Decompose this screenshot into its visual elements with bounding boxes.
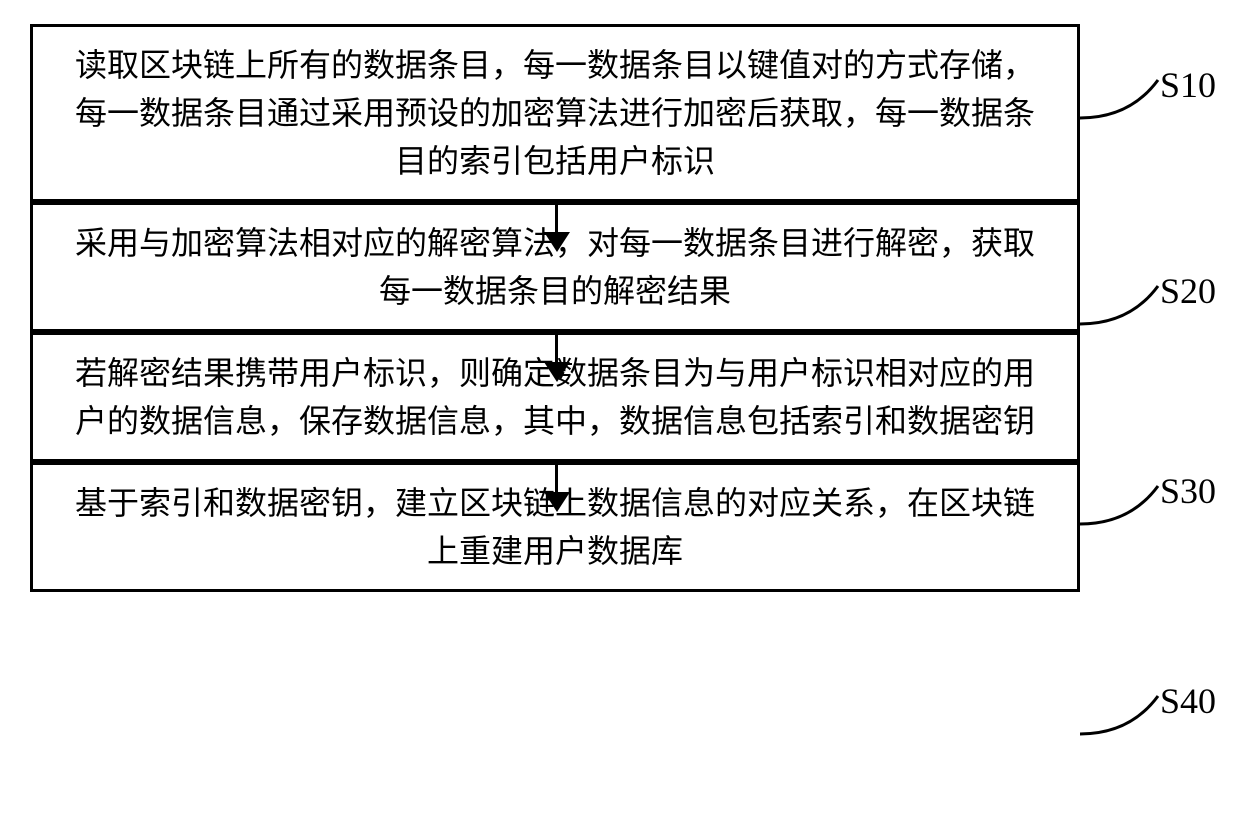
step-box-s10: 读取区块链上所有的数据条目，每一数据条目以键值对的方式存储，每一数据条目通过采用… bbox=[30, 24, 1080, 202]
connector-s10 bbox=[1080, 70, 1170, 130]
connector-s40 bbox=[1080, 686, 1170, 746]
flowchart-column: 读取区块链上所有的数据条目，每一数据条目以键值对的方式存储，每一数据条目通过采用… bbox=[30, 24, 1080, 592]
step-text: 读取区块链上所有的数据条目，每一数据条目以键值对的方式存储，每一数据条目通过采用… bbox=[75, 47, 1035, 179]
connector-s20 bbox=[1080, 276, 1170, 336]
connector-s30 bbox=[1080, 476, 1170, 536]
